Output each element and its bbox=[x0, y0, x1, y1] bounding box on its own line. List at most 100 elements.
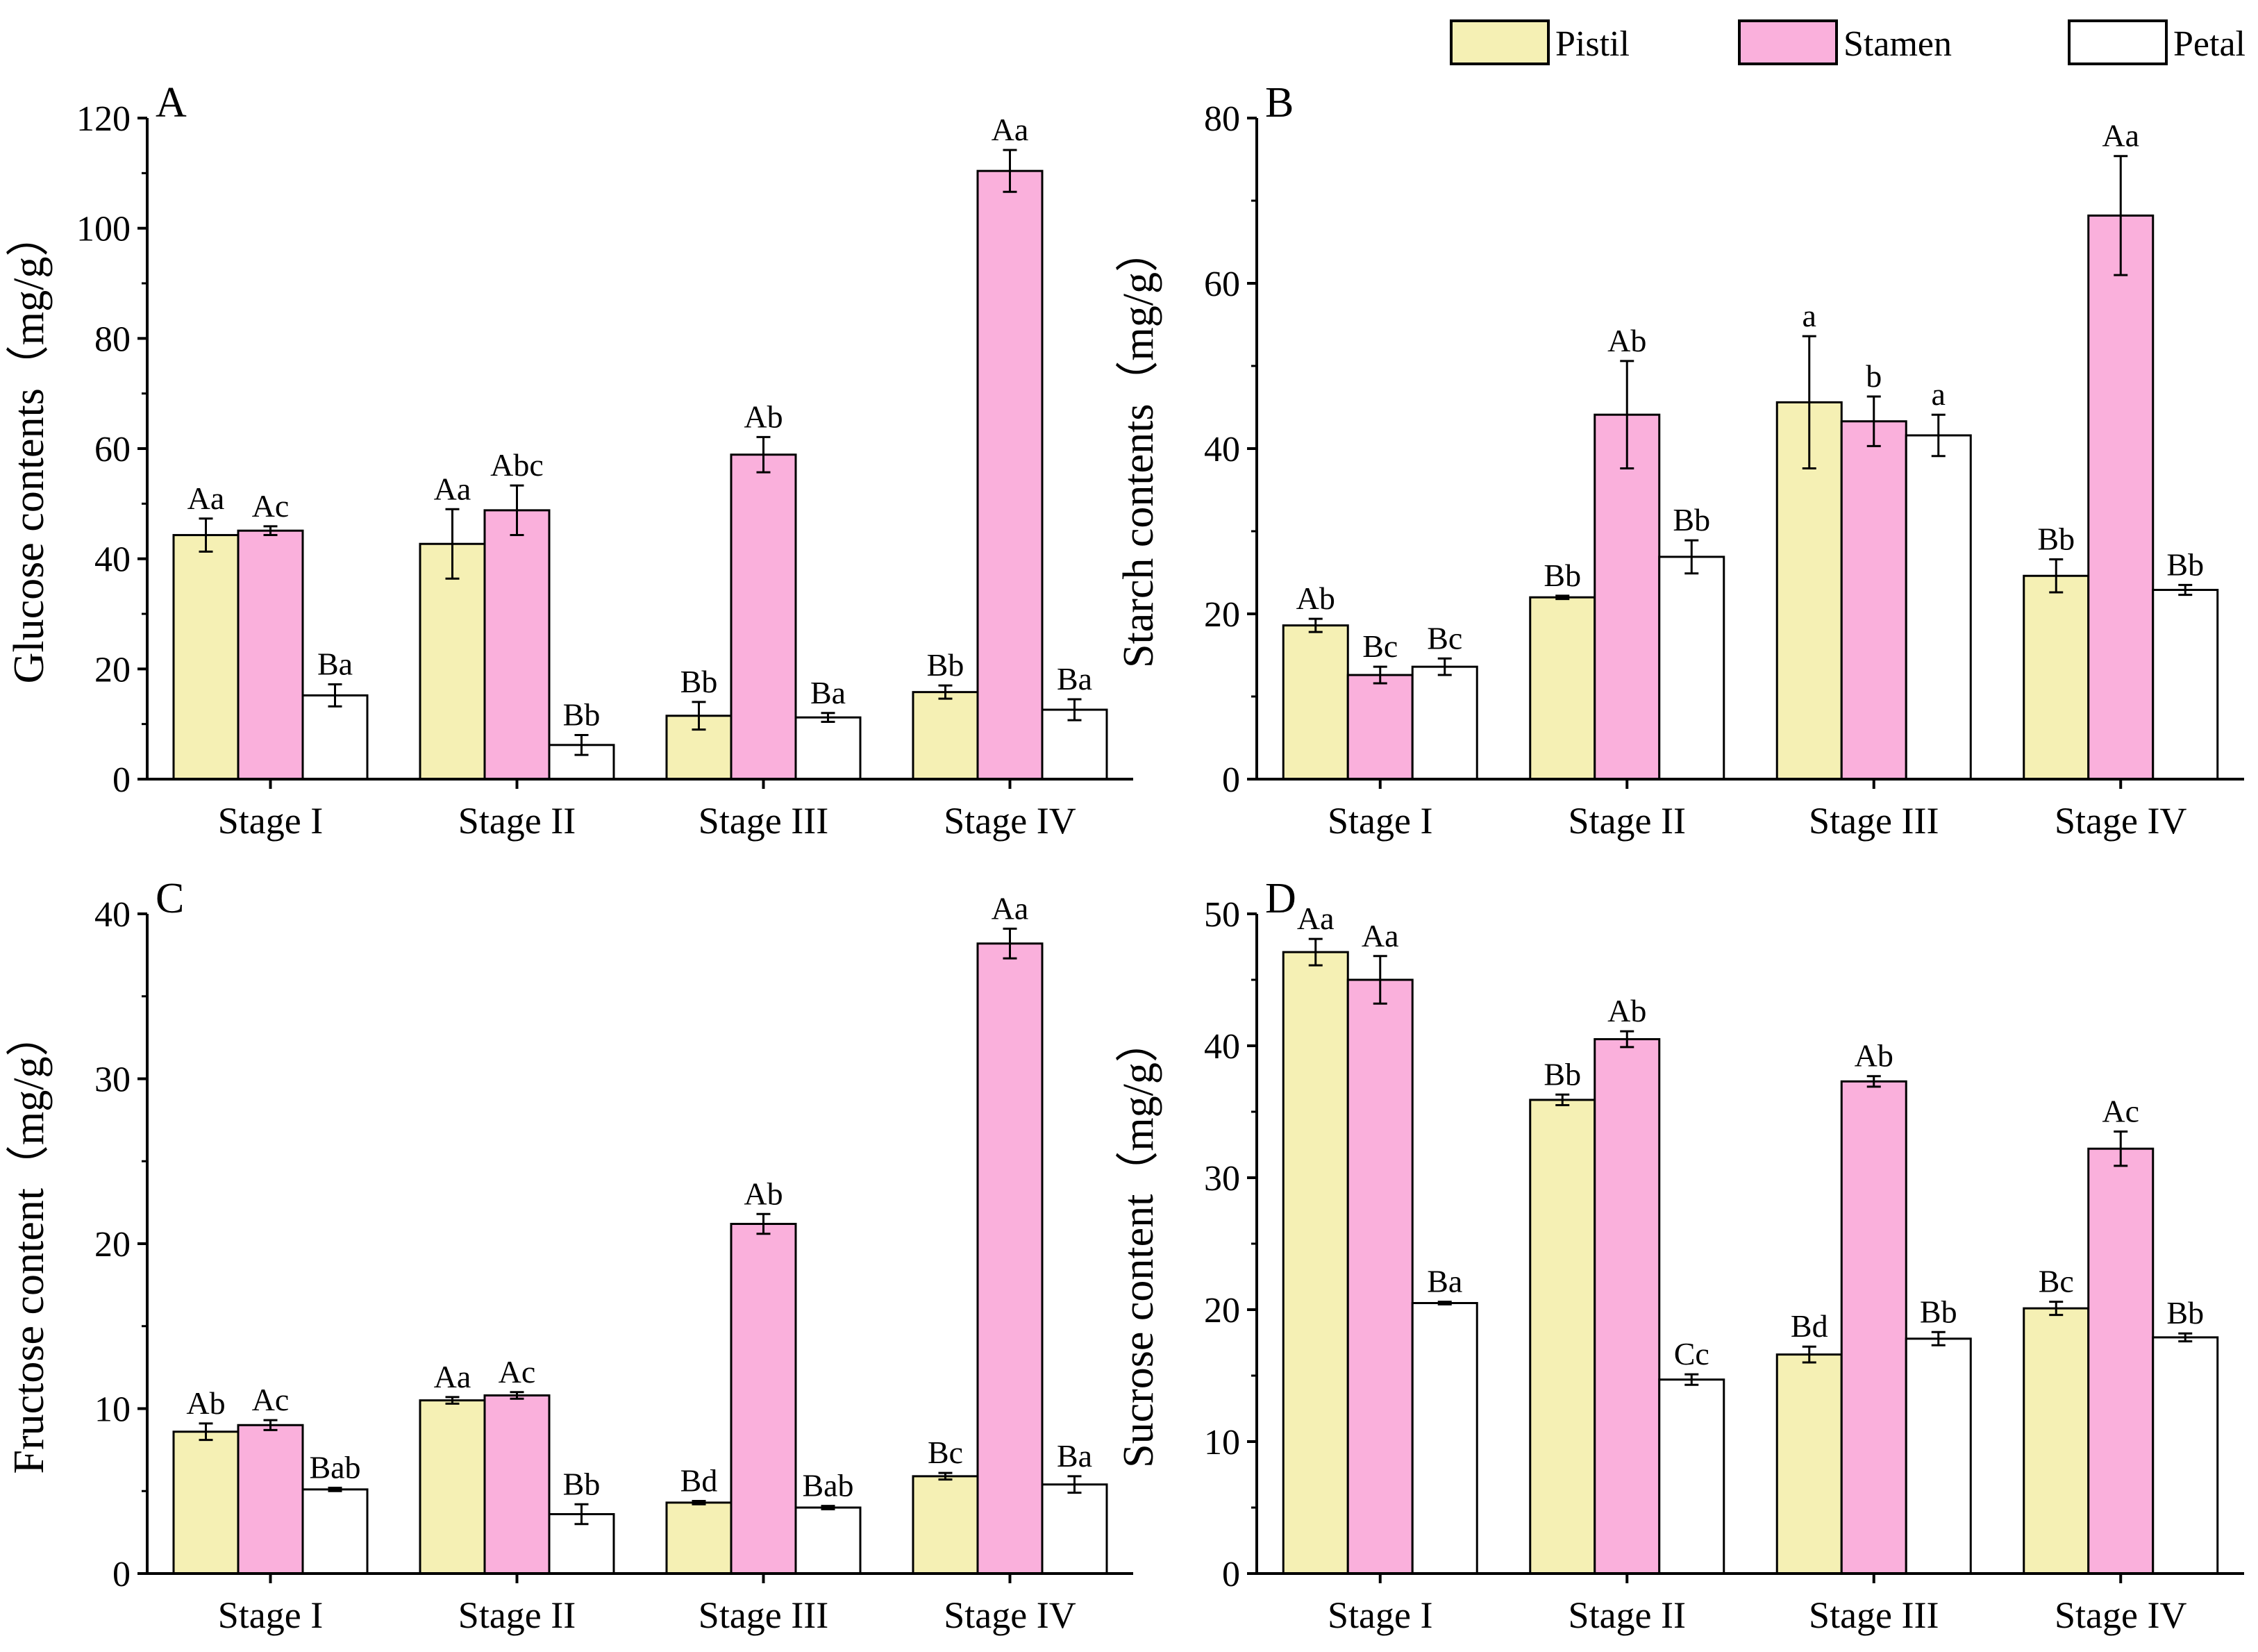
y-tick-label: 0 bbox=[1222, 760, 1240, 800]
x-tick-label: Stage II bbox=[1569, 800, 1686, 842]
bar-petal-stage-1 bbox=[301, 694, 369, 781]
x-tick-label: Stage I bbox=[1328, 1594, 1432, 1636]
sig-label-petal-stage-2: Bb bbox=[563, 1466, 601, 1501]
sig-label-stamen-stage-3: b bbox=[1866, 358, 1882, 394]
sig-label-stamen-stage-1: Ac bbox=[252, 488, 290, 524]
x-tick-label: Stage I bbox=[218, 800, 323, 842]
sig-label-stamen-stage-1: Ac bbox=[252, 1382, 290, 1417]
y-tick-label: 80 bbox=[94, 319, 131, 359]
y-tick-label: 0 bbox=[1222, 1555, 1240, 1594]
bar-pistil-stage-4 bbox=[912, 1475, 979, 1575]
sig-label-pistil-stage-3: Bb bbox=[680, 664, 718, 699]
sig-label-stamen-stage-2: Ac bbox=[499, 1354, 536, 1390]
y-tick-label: 50 bbox=[1204, 895, 1240, 935]
bar-pistil-stage-3 bbox=[1775, 1353, 1843, 1575]
bar-pistil-stage-1 bbox=[172, 534, 240, 781]
bar-petal-stage-2 bbox=[1658, 1378, 1725, 1575]
sig-label-pistil-stage-2: Bb bbox=[1544, 558, 1581, 593]
legend-swatch-pistil bbox=[1450, 19, 1550, 65]
bar-stamen-stage-1 bbox=[237, 529, 304, 781]
bar-petal-stage-2 bbox=[1658, 556, 1725, 781]
y-tick-label: 10 bbox=[94, 1390, 131, 1430]
x-tick-label: Stage IV bbox=[2055, 1594, 2186, 1636]
bar-stamen-stage-4 bbox=[2087, 1147, 2155, 1575]
sig-label-petal-stage-3: Bab bbox=[802, 1468, 853, 1503]
panel-b: Ab Bb a Bb Bc Ab b Aa Bc Bb a Bb 0 20 40 60 80 Stage I Sta… bbox=[1115, 79, 2244, 842]
y-tick-label: 120 bbox=[76, 99, 131, 139]
bar-petal-stage-3 bbox=[794, 716, 862, 781]
sig-label-petal-stage-1: Bc bbox=[1427, 620, 1462, 656]
x-tick-label: Stage I bbox=[1328, 800, 1432, 842]
bar-stamen-stage-2 bbox=[483, 1394, 551, 1575]
bar-stamen-stage-4 bbox=[976, 942, 1044, 1575]
x-tick-label: Stage III bbox=[699, 1594, 828, 1636]
sig-label-stamen-stage-2: Abc bbox=[490, 447, 544, 483]
bar-pistil-stage-1 bbox=[1282, 951, 1349, 1575]
bar-petal-stage-4 bbox=[1041, 708, 1108, 781]
sig-label-petal-stage-2: Bb bbox=[1673, 502, 1710, 537]
bar-stamen-stage-3 bbox=[1840, 420, 1907, 781]
sig-label-pistil-stage-1: Aa bbox=[187, 481, 225, 516]
bar-stamen-stage-1 bbox=[237, 1424, 304, 1575]
panel-letter: A bbox=[156, 79, 187, 126]
sig-label-stamen-stage-2: Ab bbox=[1607, 993, 1646, 1028]
sig-label-petal-stage-4: Ba bbox=[1057, 661, 1092, 696]
sig-label-petal-stage-3: Ba bbox=[810, 675, 846, 710]
x-tick-label: Stage I bbox=[218, 1594, 323, 1636]
bar-stamen-stage-3 bbox=[730, 453, 797, 781]
y-tick-label: 40 bbox=[94, 540, 131, 580]
panel-letter: B bbox=[1265, 79, 1294, 126]
bar-stamen-stage-2 bbox=[1594, 1038, 1661, 1575]
sig-label-petal-stage-1: Ba bbox=[317, 646, 353, 682]
sig-label-stamen-stage-3: Ab bbox=[744, 1176, 783, 1211]
sig-label-petal-stage-1: Ba bbox=[1427, 1264, 1462, 1299]
legend-swatch-stamen bbox=[1738, 19, 1838, 65]
bar-pistil-stage-4 bbox=[2023, 1307, 2090, 1575]
bar-stamen-stage-2 bbox=[1594, 413, 1661, 781]
x-tick-label: Stage IV bbox=[944, 1594, 1076, 1636]
y-axis-label: Sucrose content（mg/g） bbox=[1115, 1019, 1162, 1468]
legend: Pistil Stamen Petal bbox=[1450, 19, 2246, 65]
panel-letter: D bbox=[1265, 875, 1296, 922]
sig-label-stamen-stage-1: Bc bbox=[1362, 628, 1398, 664]
x-tick-label: Stage II bbox=[458, 800, 576, 842]
y-tick-label: 40 bbox=[1204, 1027, 1240, 1067]
bar-pistil-stage-3 bbox=[665, 1501, 733, 1575]
sig-label-pistil-stage-4: Bc bbox=[928, 1435, 963, 1470]
bar-stamen-stage-1 bbox=[1346, 978, 1414, 1575]
sig-label-pistil-stage-4: Bb bbox=[2037, 521, 2075, 556]
y-tick-label: 30 bbox=[1204, 1159, 1240, 1199]
bar-petal-stage-4 bbox=[2152, 588, 2219, 781]
bar-petal-stage-3 bbox=[1905, 1337, 1972, 1575]
sig-label-pistil-stage-3: a bbox=[1803, 298, 1816, 333]
legend-label-petal: Petal bbox=[2173, 24, 2246, 64]
y-tick-label: 60 bbox=[94, 430, 131, 469]
bar-petal-stage-1 bbox=[1411, 665, 1478, 781]
panel-a: Aa Aa Bb Bb Ac Abc Ab Aa Ba Bb Ba Ba 0 20 40 60 80 100 120… bbox=[6, 79, 1133, 842]
bar-petal-stage-4 bbox=[1041, 1483, 1108, 1575]
panel-letter: C bbox=[156, 875, 184, 922]
bar-stamen-stage-4 bbox=[976, 169, 1044, 781]
bar-stamen-stage-3 bbox=[730, 1223, 797, 1575]
sig-label-pistil-stage-4: Bb bbox=[927, 647, 964, 683]
bar-petal-stage-1 bbox=[1411, 1302, 1478, 1575]
x-tick-label: Stage IV bbox=[944, 800, 1076, 842]
sig-label-petal-stage-4: Bb bbox=[2166, 547, 2204, 582]
bar-petal-stage-1 bbox=[301, 1488, 369, 1575]
y-axis-label: Glucose contents（mg/g） bbox=[6, 214, 53, 684]
legend-label-pistil: Pistil bbox=[1555, 24, 1630, 64]
sig-label-pistil-stage-2: Aa bbox=[434, 471, 471, 506]
bar-stamen-stage-4 bbox=[2087, 214, 2155, 781]
sig-label-pistil-stage-1: Aa bbox=[1297, 901, 1335, 936]
y-axis-label: Starch contents（mg/g） bbox=[1115, 229, 1162, 668]
y-axis-label: Fructose content（mg/g） bbox=[6, 1014, 53, 1474]
bar-pistil-stage-2 bbox=[419, 1399, 486, 1575]
x-tick-label: Stage IV bbox=[2055, 800, 2186, 842]
legend-label-stamen: Stamen bbox=[1843, 24, 1952, 64]
sig-label-stamen-stage-4: Aa bbox=[992, 890, 1029, 926]
x-tick-label: Stage II bbox=[458, 1594, 576, 1636]
sig-label-stamen-stage-3: Ab bbox=[1855, 1038, 1893, 1074]
sig-label-pistil-stage-1: Ab bbox=[1296, 581, 1335, 616]
sig-label-petal-stage-1: Bab bbox=[309, 1450, 360, 1485]
